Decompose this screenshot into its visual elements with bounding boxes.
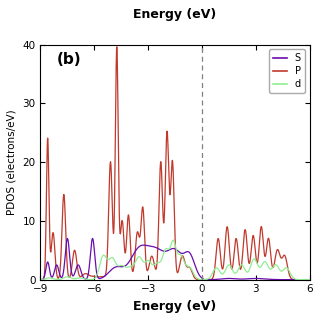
P xyxy=(115,45,119,49)
d xyxy=(300,278,304,282)
Legend: S, P, d: S, P, d xyxy=(268,50,305,93)
P xyxy=(308,278,312,282)
d xyxy=(170,242,173,245)
d xyxy=(300,278,304,282)
Line: P: P xyxy=(41,47,310,280)
S xyxy=(52,270,56,274)
X-axis label: Energy (eV): Energy (eV) xyxy=(133,300,217,313)
P xyxy=(251,235,254,239)
S xyxy=(300,278,304,282)
d xyxy=(52,277,56,281)
Y-axis label: PDOS (electrons/eV): PDOS (electrons/eV) xyxy=(7,109,17,215)
S xyxy=(39,278,43,282)
S xyxy=(91,236,94,240)
P xyxy=(39,278,43,282)
S xyxy=(308,278,312,282)
d xyxy=(162,250,166,254)
d xyxy=(39,278,43,282)
S xyxy=(251,276,254,280)
d xyxy=(308,278,312,282)
Line: d: d xyxy=(41,240,310,280)
Text: (b): (b) xyxy=(57,52,81,67)
P xyxy=(170,167,173,171)
Line: S: S xyxy=(41,238,310,280)
d xyxy=(251,259,254,262)
d xyxy=(171,238,175,242)
P xyxy=(300,278,304,282)
S xyxy=(163,249,166,253)
P xyxy=(300,278,304,282)
S xyxy=(170,247,173,251)
P xyxy=(163,213,166,217)
Text: Energy (eV): Energy (eV) xyxy=(133,8,217,21)
P xyxy=(52,240,56,244)
S xyxy=(300,278,304,282)
